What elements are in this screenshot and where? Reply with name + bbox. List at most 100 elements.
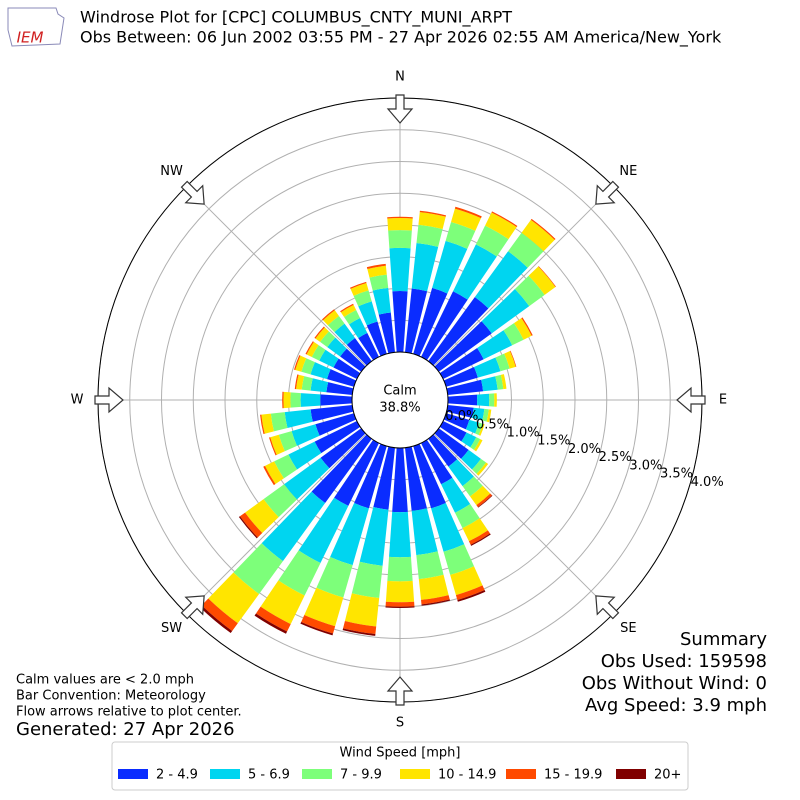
wind-bar-segment [476,493,493,508]
wind-bar-segment [530,218,556,240]
wind-bar-segment [494,393,497,407]
wind-bar-segment [446,405,474,418]
flow-arrow [595,595,620,620]
wind-bar-segment [514,318,532,340]
wind-bar-segment [385,606,415,609]
wind-bar-segment [521,317,533,336]
wind-bar-segment [358,332,379,361]
wind-bar-segment [353,290,372,307]
wind-bar-segment [306,341,319,357]
wind-bar-segment [269,437,277,456]
wind-bar-segment [495,374,504,390]
wind-bar-segment [301,358,315,375]
wind-bar-segment [508,232,544,268]
direction-label: SW [161,621,182,636]
wind-bar-segment [296,374,305,390]
wind-bar-segment [199,605,233,634]
calm-circle [351,351,449,449]
wind-bar-segment [346,338,372,366]
calm-label: Calm [383,384,416,399]
wind-bar-segment [521,219,555,252]
calm-value: 38.8% [379,401,420,416]
summary-line: Avg Speed: 3.9 mph [585,695,767,716]
wind-bar-segment [340,304,357,318]
legend-swatch [400,769,430,779]
note: Flow arrows relative to plot center. [16,705,242,720]
wind-bar-segment [482,408,489,422]
wind-bar-segment [334,439,379,506]
wind-bar-segment [509,350,517,367]
chart-subtitle: Obs Between: 06 Jun 2002 03:55 PM - 27 A… [80,28,722,48]
wind-bar-segment [468,530,491,545]
wind-bar-segment [294,355,301,370]
wind-bar-segment [405,288,428,354]
wind-bar-segment [315,327,329,342]
wind-bar-segment [476,462,489,476]
wind-bar-segment [421,595,450,605]
wind-bar-segment [418,574,449,600]
wind-bar-segment [387,216,413,219]
wind-bar-segment [413,287,448,357]
wind-bar-segment [389,511,411,558]
wind-bar-segment [477,393,490,407]
wind-bar-segment [443,544,475,575]
wind-bar-segment [457,590,486,602]
wind-bar-segment [369,274,389,291]
wind-bar-segment [349,318,368,339]
wind-bar-segment [350,283,369,296]
wind-bar-segment [320,428,366,469]
wind-bar-segment [343,620,377,635]
radial-tick-label: 2.5% [599,450,632,465]
summary-line: Summary [680,629,767,650]
radial-tick-label: 0.0% [445,409,478,424]
wind-bar-segment [470,485,491,506]
legend-label: 10 - 14.9 [438,768,496,783]
direction-label: NW [160,164,183,179]
wind-bar-segment [340,303,354,313]
legend-swatch [506,769,536,779]
wind-bar-segment [333,358,361,379]
wind-bar-segment [372,287,391,315]
wind-bar-segment [411,508,438,556]
legend-swatch [616,769,646,779]
wind-bar-segment [439,421,467,442]
wind-bar-segment [344,310,361,325]
wind-bar-segment [282,391,284,409]
logo-outline [7,7,65,47]
wind-bar-segment [300,393,321,407]
wind-bar-segment [208,572,260,624]
wind-bar-segment [489,393,495,407]
wind-bar-segment [330,503,369,566]
direction-label: SE [620,621,636,636]
wind-bar-segment [288,441,322,470]
wind-bar-segment [310,405,354,422]
wind-bar-segment [316,556,353,598]
wind-bar-segment [366,263,386,270]
wind-bar-segment [311,434,372,504]
wind-bar-segment [334,323,355,345]
legend-label: 20+ [654,768,681,783]
wind-bar-segment [495,353,510,372]
wind-bar-segment [284,409,313,429]
wind-bar-segment [366,321,387,357]
wind-bar-segment [326,382,354,395]
wind-bar-segment [528,266,556,295]
wind-bar-segment [304,587,344,627]
summary-line: Obs Used: 159598 [601,651,767,672]
wind-bar-segment [470,437,481,450]
flow-arrow [180,180,205,205]
wind-bar-segment [461,449,481,470]
wind-bar-segment [478,423,485,436]
wind-bar-segment [373,446,395,510]
wind-bar-segment [475,225,509,257]
wind-bar-segment [434,321,492,372]
wind-bar-segment [388,230,412,249]
wind-bar-segment [475,422,483,436]
flow-arrow [386,94,414,124]
wind-bar-segment [477,495,493,508]
note: Bar Convention: Meteorology [16,689,206,704]
wind-bar-segment [315,413,357,436]
logo: IEM [7,7,65,47]
wind-bar-segment [261,491,326,562]
